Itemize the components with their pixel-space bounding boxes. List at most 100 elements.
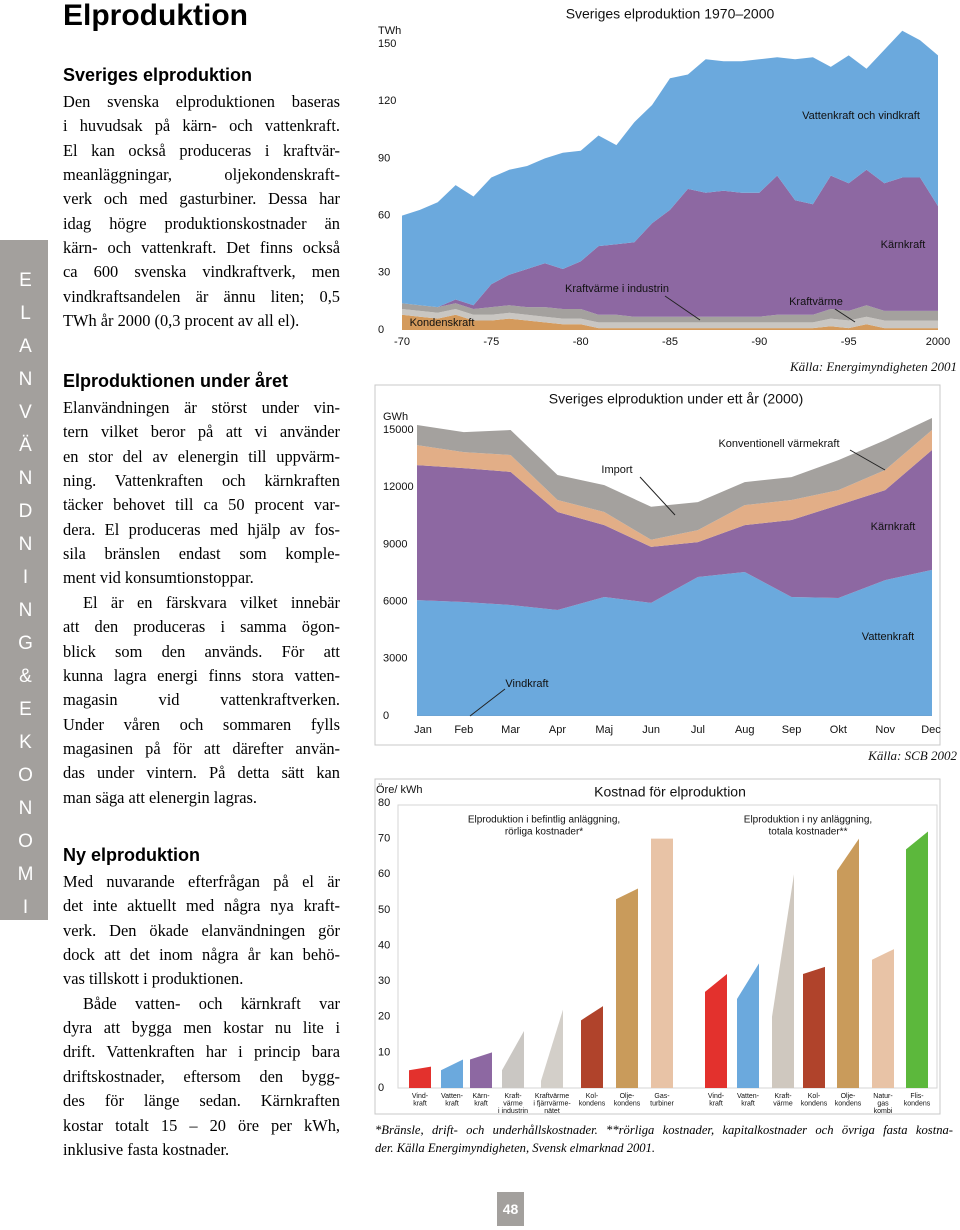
range-bar xyxy=(409,1066,431,1088)
y-tick-label: 90 xyxy=(378,152,390,164)
x-tick-label: kraft xyxy=(474,1100,488,1107)
y-tick-label: 150 xyxy=(378,38,396,50)
x-tick-label: -70 xyxy=(394,336,410,348)
leader-line xyxy=(469,688,506,717)
page-number: 48 xyxy=(497,1192,524,1226)
y-tick-label: 50 xyxy=(378,904,390,916)
y-tick-label: 0 xyxy=(378,1082,384,1094)
y-tick-label: 15000 xyxy=(383,424,414,436)
text-line: täcker behovet till ca 50 procent var- xyxy=(63,495,340,515)
text-line: ment vid konsumtionstoppar. xyxy=(63,568,254,588)
x-tick-label: i fjärrvärme- xyxy=(533,1100,571,1107)
page-title: Elproduktion xyxy=(63,0,248,32)
text-line: verk. Den ökade elanvändningen gör xyxy=(63,920,340,940)
y-axis-label: GWh xyxy=(383,411,408,423)
x-tick-label: turbiner xyxy=(650,1100,674,1107)
text-line: meanläggningar, oljekondenskraft- xyxy=(63,165,340,185)
x-tick-label: Gas- xyxy=(654,1093,670,1100)
text-line: El är en färskvara vilket innebär xyxy=(83,592,340,612)
y-tick-label: 60 xyxy=(378,210,390,222)
x-tick-label: kraft xyxy=(413,1100,427,1107)
section-heading: Ny elproduktion xyxy=(63,845,201,865)
text-line: en stor del av elenergin till uppvärm- xyxy=(63,446,340,466)
y-tick-label: 10 xyxy=(378,1046,390,1058)
text-line: vas tillskott i produktionen. xyxy=(63,969,244,989)
x-tick-label: kondens xyxy=(579,1100,606,1107)
y-tick-label: 30 xyxy=(378,975,390,987)
x-tick-label: kondens xyxy=(904,1100,931,1107)
series-label: Vattenkraft och vindkraft xyxy=(802,110,920,122)
x-tick-label: Aug xyxy=(735,724,755,736)
series-label: Kärnkraft xyxy=(881,239,926,251)
x-tick-label: Kraft- xyxy=(774,1093,792,1100)
sidebar: ELANVÄNDNING&EKONOMI xyxy=(0,240,48,930)
area xyxy=(402,169,938,317)
text-line: tern vilket beror på att vi använder xyxy=(63,422,340,442)
range-bar xyxy=(872,949,894,1088)
text-line: Både vatten- och kärnkraft var xyxy=(83,993,340,1013)
chart-title: Sveriges elproduktion 1970–2000 xyxy=(566,6,775,22)
x-tick-label: Flis- xyxy=(910,1093,924,1100)
x-tick-label: kraft xyxy=(445,1100,459,1107)
section-heading: Elproduktionen under året xyxy=(63,371,289,391)
y-tick-label: 20 xyxy=(378,1011,390,1023)
text-line: TWh år 2000 (0,3 procent av all el). xyxy=(63,311,300,331)
series-label: Konventionell värmekraft xyxy=(718,438,839,450)
chart-frame xyxy=(374,384,941,746)
range-bar xyxy=(906,831,928,1088)
x-tick-label: kraft xyxy=(709,1100,723,1107)
section-heading: Sveriges elproduktion xyxy=(63,65,253,85)
text-line: ca 600 svenska vindkraftverk, men xyxy=(63,262,340,282)
x-tick-label: kondens xyxy=(614,1100,641,1107)
text-line: kunna lagra energi finns stora vatten- xyxy=(63,665,340,685)
x-tick-label: kombi xyxy=(874,1108,893,1115)
series-label: Kärnkraft xyxy=(871,521,916,533)
x-tick-label: -75 xyxy=(483,336,499,348)
area xyxy=(417,450,932,610)
range-bar xyxy=(502,1031,524,1088)
x-tick-label: Natur- xyxy=(873,1093,893,1100)
area xyxy=(417,715,932,716)
text-line: Den svenska elproduktionen baseras xyxy=(63,92,340,111)
text-line: drift. Vattenkraften har i princip bara xyxy=(63,1042,340,1062)
series-label: Kraftvärme i industrin xyxy=(565,283,669,295)
text-line: Elanvändningen är störst under vin- xyxy=(63,398,340,417)
y-tick-label: 120 xyxy=(378,95,396,107)
text-line: dera. El produceras med hjälp av fos- xyxy=(63,519,340,539)
text-line: idag högre produktionskostnader än xyxy=(63,213,340,233)
y-tick-label: 6000 xyxy=(383,596,407,608)
y-axis-label: Öre/ kWh xyxy=(376,784,422,796)
range-bar xyxy=(616,888,638,1088)
y-tick-label: 9000 xyxy=(383,538,407,550)
x-tick-label: kondens xyxy=(835,1100,862,1107)
text-line: El kan också produceras i kraftvär- xyxy=(63,140,340,160)
x-tick-label: -85 xyxy=(662,336,678,348)
x-tick-label: Vind- xyxy=(412,1093,429,1100)
text-line: det inte aktuellt med några nya kraft- xyxy=(63,896,340,916)
source: Källa: Energimyndigheten 2001 xyxy=(789,359,957,374)
x-tick-label: värme xyxy=(773,1100,793,1107)
x-tick-label: Kärn- xyxy=(472,1093,490,1100)
x-tick-label: -80 xyxy=(573,336,589,348)
leader-line xyxy=(664,295,701,321)
x-tick-label: nätet xyxy=(544,1108,560,1115)
x-tick-label: Vatten- xyxy=(441,1093,464,1100)
chart-title: Kostnad för elproduktion xyxy=(594,784,746,800)
text-line: dock att det inom några år kan behö- xyxy=(63,945,340,965)
x-tick-label: Jul xyxy=(691,724,705,736)
source: Källa: SCB 2002 xyxy=(867,748,957,763)
x-tick-label: Kol- xyxy=(808,1093,821,1100)
text-line: ning. Vattenkraften och kärnkraften xyxy=(63,471,340,491)
series-label: Vindkraft xyxy=(505,678,548,690)
text-line: das under vintern. På detta sätt kan xyxy=(63,763,340,783)
text-line: Under våren och sommaren fylls xyxy=(63,714,340,734)
y-tick-label: 3000 xyxy=(383,653,407,665)
y-tick-label: 12000 xyxy=(383,481,414,493)
y-axis-label: TWh xyxy=(378,25,401,37)
x-tick-label: Kraft- xyxy=(504,1093,522,1100)
leader-line xyxy=(639,476,676,516)
x-tick-label: Kraftvärme xyxy=(535,1093,569,1100)
text-line: des för länge sedan. Kärnkraften xyxy=(63,1091,340,1111)
